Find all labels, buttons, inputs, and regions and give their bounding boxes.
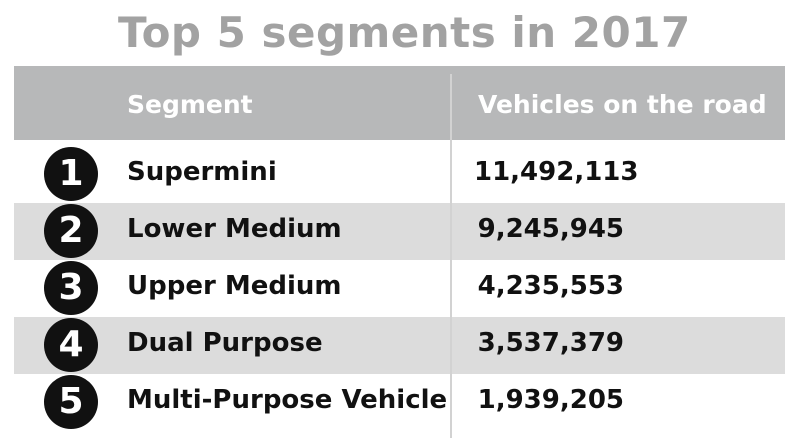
vehicles-value: 9,245,945 <box>477 214 624 244</box>
table-row <box>14 203 785 260</box>
chart-title: Top 5 segments in 2017 <box>118 8 691 57</box>
rank-badge: 5 <box>44 375 98 429</box>
table-row <box>14 317 785 374</box>
segment-name: Lower Medium <box>127 214 342 244</box>
vehicles-value: 11,492,113 <box>474 157 639 187</box>
segment-name: Upper Medium <box>127 271 342 301</box>
table-header <box>14 66 785 140</box>
rank-badge: 4 <box>44 318 98 372</box>
rank-badge: 1 <box>44 147 98 201</box>
column-header-vehicles: Vehicles on the road <box>478 90 767 119</box>
segment-name: Dual Purpose <box>127 328 323 358</box>
vehicles-value: 4,235,553 <box>477 271 624 301</box>
segment-name: Multi-Purpose Vehicle <box>127 385 448 415</box>
segment-name: Supermini <box>127 157 277 187</box>
rank-badge: 3 <box>44 261 98 315</box>
vehicles-value: 3,537,379 <box>477 328 624 358</box>
rank-badge: 2 <box>44 204 98 258</box>
column-header-segment: Segment <box>127 90 253 119</box>
column-divider <box>450 74 452 438</box>
vehicles-value: 1,939,205 <box>477 385 624 415</box>
